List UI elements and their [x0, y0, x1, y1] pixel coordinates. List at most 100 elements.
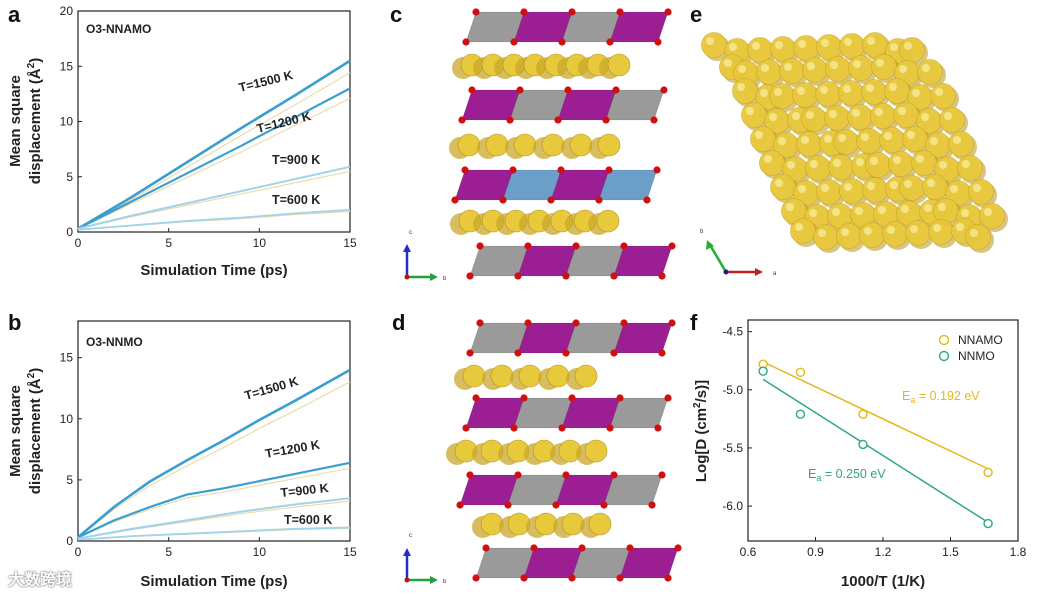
c-layer4-oxygen-atom: [610, 272, 618, 280]
c-layer3-oxygen-atom: [509, 166, 517, 174]
e-sodium-atom: [879, 127, 905, 153]
xlabel-b: Simulation Time (ps): [140, 573, 287, 590]
panel-d-crystal-structure: [446, 319, 682, 582]
d-layer1-oxygen-atom: [466, 349, 474, 357]
e-sodium-highlight: [856, 158, 864, 166]
e-sodium-highlight: [824, 135, 832, 143]
ylabel-a-sup: 2: [26, 62, 37, 68]
c-layer3-oxygen-atom: [499, 196, 507, 204]
x-tick-label-b: 5: [165, 545, 172, 559]
d-layer3-octahedron: [603, 474, 663, 506]
legend-label-nnamo: NNAMO: [958, 333, 1003, 347]
series-ghost-b: [77, 527, 351, 541]
y-tick-label-b: 0: [66, 534, 73, 548]
c-layer1-oxygen-atom: [654, 38, 662, 46]
ea-nnamo-e: E: [902, 389, 910, 403]
d-layer1-oxygen-atom: [668, 319, 676, 327]
e-sodium-highlight: [933, 224, 941, 232]
d-layer3-oxygen-atom: [610, 471, 618, 479]
axis-label-c: c: [409, 533, 412, 539]
series-lines-b: [77, 368, 351, 541]
d-layer3-oxygen-atom: [456, 501, 464, 509]
e-sodium-atom: [917, 59, 943, 85]
e-sodium-highlight: [901, 205, 909, 213]
c-layer2-oxygen-atom: [458, 116, 466, 124]
panel-letter-c: c: [390, 2, 402, 27]
d-layer1-oxygen-atom: [514, 349, 522, 357]
crystal-axes-e: b a: [700, 229, 777, 277]
e-sodium-highlight: [867, 182, 875, 190]
xlabel-f-text: 1000/T (1/K): [841, 573, 925, 590]
ylabel-b-end: ): [27, 368, 44, 373]
x-tick-label-f: 0.6: [740, 545, 757, 559]
c-na2-sodium-atom: [485, 133, 509, 157]
c-layer2-oxygen-atom: [650, 116, 658, 124]
c-layer2-oxygen-atom: [468, 86, 476, 94]
c-layer2-oxygen-atom: [612, 86, 620, 94]
d-layer2-oxygen-atom: [510, 424, 518, 432]
e-sodium-highlight: [922, 64, 930, 72]
c-na3-sodium-atom: [596, 209, 620, 233]
e-sodium-atom: [741, 102, 767, 128]
e-sodium-highlight: [852, 109, 860, 117]
fit-line-nnamo: [762, 361, 989, 470]
d-layer2-oxygen-atom: [616, 394, 624, 402]
e-sodium-highlight: [818, 229, 826, 237]
panel-letter-b: b: [8, 310, 21, 335]
panel-letter-a: a: [8, 2, 21, 27]
d-layer3-oxygen-atom: [504, 501, 512, 509]
e-sodium-highlight: [878, 206, 886, 214]
c-na2-sodium-atom: [457, 133, 481, 157]
c-layer2-oxygen-atom: [516, 86, 524, 94]
c-layer4-oxygen-atom: [476, 242, 484, 250]
e-sodium-highlight: [706, 37, 714, 45]
axis-label-b: b: [700, 229, 704, 235]
panel-letter-f: f: [690, 310, 698, 335]
e-sodium-atom: [968, 179, 994, 205]
e-sodium-atom: [861, 79, 887, 105]
e-sodium-highlight: [875, 108, 883, 116]
e-sodium-highlight: [924, 204, 932, 212]
d-layer2-oxygen-atom: [606, 424, 614, 432]
panel-a-tag: O3-NNAMO: [86, 22, 151, 36]
d-layer1-oxygen-atom: [620, 319, 628, 327]
e-sodium-highlight: [904, 42, 912, 50]
x-tick-label-a: 10: [253, 236, 267, 250]
e-sodium-highlight: [760, 89, 768, 97]
d-layer2-oxygen-atom: [568, 394, 576, 402]
axis-b-arrowhead: [430, 576, 438, 584]
e-sodium-atom: [839, 33, 865, 59]
c-layer1-oxygen-atom: [472, 8, 480, 16]
data-point-nnmo: [858, 439, 868, 450]
e-sodium-highlight: [876, 59, 884, 67]
axis-b-arrow: [708, 244, 728, 273]
d-layer4-oxygen-atom: [616, 574, 624, 582]
e-sodium-highlight: [832, 208, 840, 216]
e-sodium-atom: [815, 81, 841, 107]
d-layer3-oxygen-atom: [648, 501, 656, 509]
x-tick-label-f: 1.2: [875, 545, 892, 559]
e-sodium-highlight: [866, 84, 874, 92]
annotation-ea-nnmo: Ea = 0.250 eV: [808, 467, 886, 483]
c-layer3-oxygen-atom: [547, 196, 555, 204]
c-layer1-oxygen-atom: [520, 8, 528, 16]
e-sodium-atom: [833, 129, 859, 155]
e-sodium-atom: [802, 57, 828, 83]
ylabel-f-sup: 2: [692, 402, 703, 408]
axis-c-arrowhead: [403, 244, 411, 252]
axis-ticks-a: 0 5 10 15 0 5 10 15 20: [60, 4, 357, 250]
d-layer4-oxygen-atom: [482, 544, 490, 552]
e-sodium-highlight: [962, 160, 970, 168]
e-sodium-highlight: [833, 159, 841, 167]
d-layer3-oxygen-atom: [600, 501, 608, 509]
c-layer4-oxygen-atom: [620, 242, 628, 250]
label-b-t900: T=900 K: [280, 481, 329, 500]
d-layer4-octahedron: [619, 547, 679, 579]
e-sodium-atom: [796, 131, 822, 157]
legend-label-nnmo: NNMO: [958, 349, 995, 363]
c-layer2-octahedron: [605, 89, 665, 121]
e-sodium-highlight: [855, 207, 863, 215]
e-sodium-atom: [865, 152, 891, 178]
e-sodium-atom: [862, 177, 888, 203]
crystal-axes-d: c b: [403, 533, 447, 585]
